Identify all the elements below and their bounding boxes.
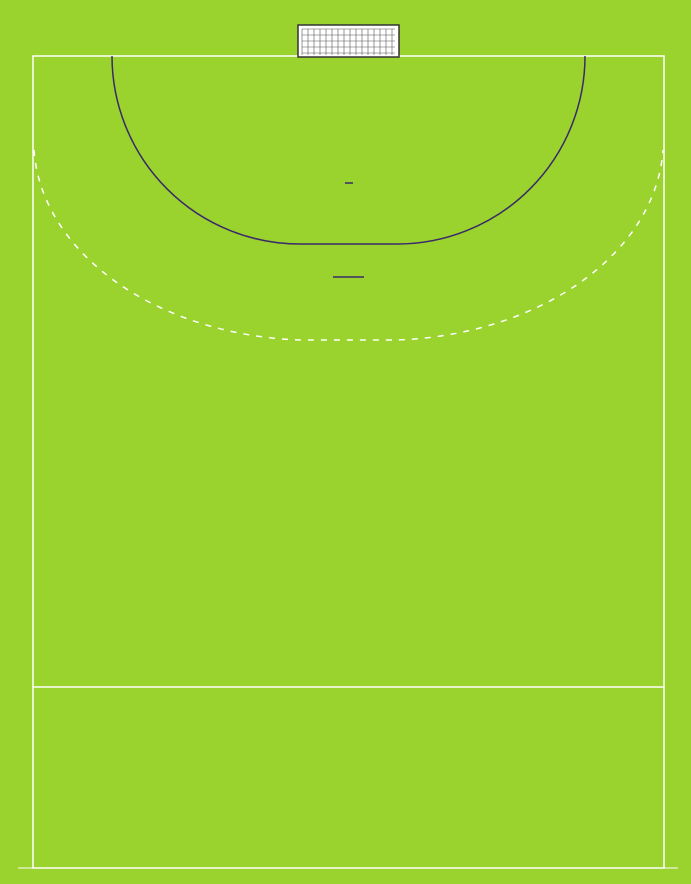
goal-area-line [111, 55, 586, 245]
free-throw-line [33, 149, 664, 341]
goal-net [301, 28, 395, 55]
goal [297, 24, 400, 58]
